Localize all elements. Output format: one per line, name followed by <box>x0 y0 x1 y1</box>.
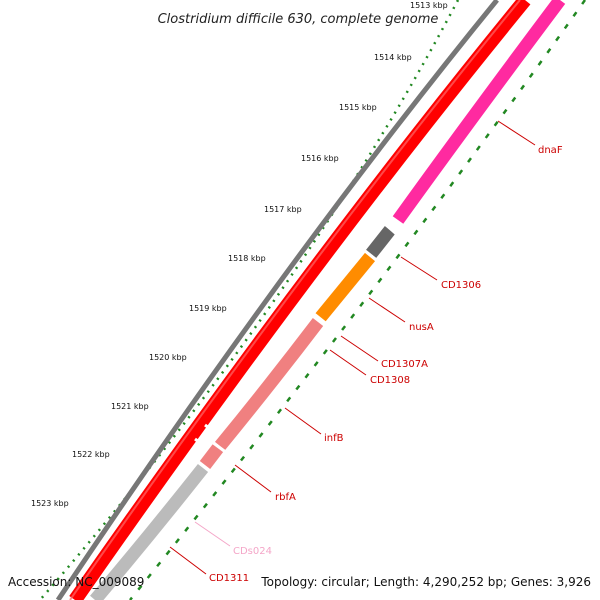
tick-label: 1515 kbp <box>339 103 377 112</box>
genome-summary: Topology: circular; Length: 4,290,252 bp… <box>260 575 591 589</box>
cds-track-outer-highlight <box>69 0 521 600</box>
CDs024-leader <box>194 521 231 547</box>
gene-label-CD1307A: CD1307A <box>381 359 428 370</box>
backbone-ring <box>55 0 499 600</box>
gene-leaders <box>169 120 536 575</box>
dnaF-feature <box>392 0 566 224</box>
CD1306-feature <box>365 225 396 259</box>
gene-label-rbfA: rbfA <box>275 492 296 503</box>
nusA-feature <box>314 252 376 323</box>
tick-label: 1518 kbp <box>228 254 266 263</box>
rna-feature <box>90 463 209 600</box>
rbfA-feature <box>199 444 224 469</box>
tick-label: 1513 kbp <box>410 1 448 10</box>
gene-label-CD1311: CD1311 <box>209 573 249 584</box>
gene-label-nusA: nusA <box>409 322 434 333</box>
feature-gaps <box>211 222 402 455</box>
gene-label-CD1306: CD1306 <box>441 280 481 291</box>
tick-ring-outer <box>39 0 460 600</box>
gene-label-dnaF: dnaF <box>538 145 563 156</box>
accession-label: Accession: NC_009089 <box>8 575 144 589</box>
gene-label-CD1308: CD1308 <box>370 375 410 386</box>
tick-labels: 1513 kbp 1514 kbp 1515 kbp 1516 kbp 1517 kbp… <box>31 1 448 508</box>
gene-label-CDs024: CDs024 <box>233 546 272 557</box>
tick-label: 1522 kbp <box>72 450 110 459</box>
tick-label: 1519 kbp <box>189 304 227 313</box>
cds-track-outer <box>69 0 531 600</box>
tick-label: 1514 kbp <box>374 53 412 62</box>
tick-label: 1523 kbp <box>31 499 69 508</box>
infB-feature <box>214 318 324 451</box>
map-title: Clostridium difficile 630, complete geno… <box>158 12 439 27</box>
cds-gaps <box>194 206 390 452</box>
tick-label: 1517 kbp <box>264 205 302 214</box>
tick-ring-inner <box>129 0 587 600</box>
gene-label-infB: infB <box>324 433 344 444</box>
tick-label: 1520 kbp <box>149 353 187 362</box>
tick-label: 1516 kbp <box>301 154 339 163</box>
tick-label: 1521 kbp <box>111 402 149 411</box>
